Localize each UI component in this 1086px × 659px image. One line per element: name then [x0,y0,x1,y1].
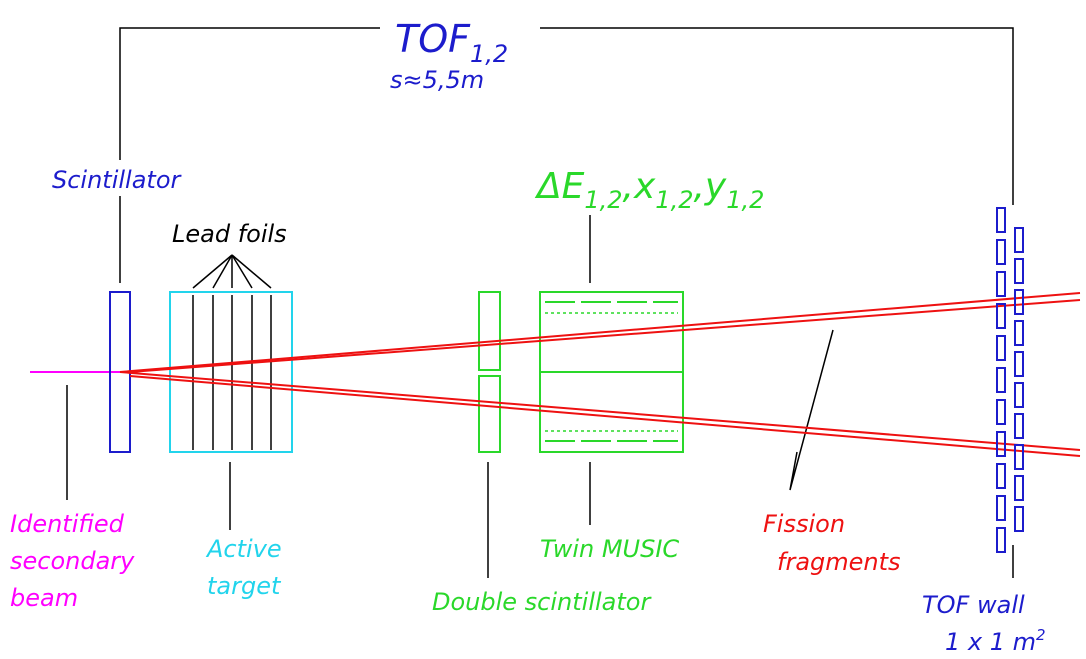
scintillator-label: Scintillator [52,166,183,194]
fragments-leader [789,329,834,491]
wall-bar [1014,320,1024,346]
wall-bar [1014,289,1024,315]
tof-bracket-left [119,27,380,160]
wall-bar [996,207,1006,233]
double-scint-top [478,291,501,371]
wall-bar [996,335,1006,361]
wall-bar [996,367,1006,393]
wall-bar [1014,382,1024,408]
wall-bar [996,271,1006,297]
tof-wall-label: TOF wall 1 x 1 m2 [922,591,1046,656]
tof-distance: s≈5,5m [390,66,484,94]
twin-music-label: Twin MUSIC [540,535,679,563]
active-target-box [169,291,293,453]
wall-bar [1014,475,1024,501]
foil-leader [212,254,233,289]
foil-leader [231,254,272,289]
wall-bar [1014,413,1024,439]
wall-bar [996,495,1006,521]
foil-leader [231,254,253,289]
wall-bar [1014,351,1024,377]
tof-wall [996,207,1024,553]
double-scint-label: Double scintillator [432,588,652,616]
lead-foils [192,295,272,450]
wall-bar [1014,258,1024,284]
fragments-label: Fission fragments [763,510,901,576]
signals-label: ΔE1,2,x1,2,y1,2 [534,166,764,214]
tof-label: TOF1,2 [395,17,508,68]
double-scint-bottom [478,375,501,453]
foil-leader [192,254,233,289]
fragment-tracks [119,292,1081,457]
wall-bar [996,527,1006,553]
connectors [66,27,1014,578]
tof-bracket-right [540,27,1014,205]
beam-label: Identified secondary beam [10,510,135,612]
wall-bar [1014,444,1024,470]
wall-bar [996,399,1006,425]
wall-bar [996,239,1006,265]
wall-bar [1014,227,1024,253]
wall-bar [1014,506,1024,532]
lead-foils-label: Lead foils [172,220,287,248]
wall-bar [996,463,1006,489]
wall-bar [996,431,1006,457]
active-target-label: Active target [205,535,282,600]
wall-bar [996,303,1006,329]
detectors-green [478,291,684,453]
